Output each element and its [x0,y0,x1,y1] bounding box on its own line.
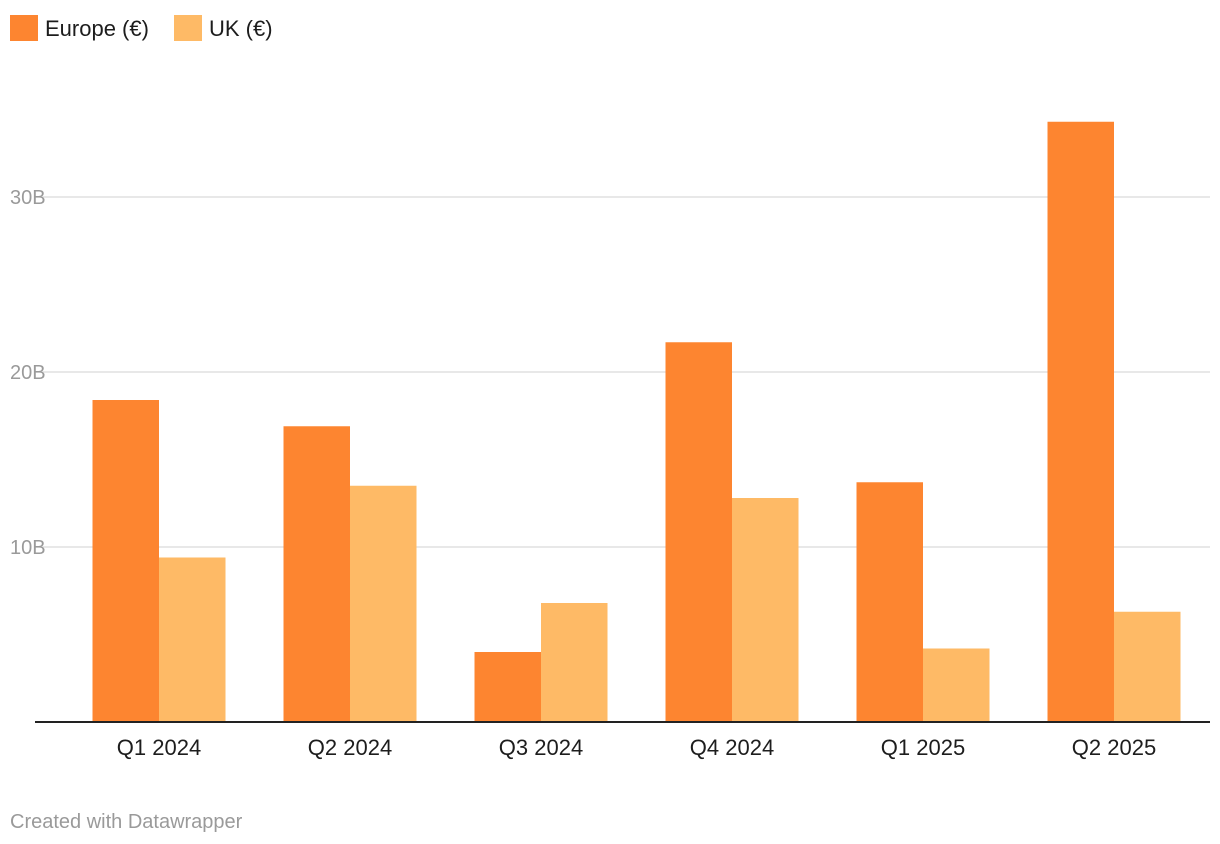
x-tick-label-q1-2025: Q1 2025 [881,735,965,760]
x-tick-label-q2-2024: Q2 2024 [308,735,392,760]
legend-swatch-uk [174,15,202,41]
bar-uk-q2-2024 [350,485,417,722]
bar-europe-q2-2024 [283,426,350,722]
bar-uk-q3-2024 [541,603,608,722]
y-tick-label-20b: 20B [10,362,46,384]
legend-swatch-europe [10,15,38,41]
x-axis-ticks: Q1 2024 Q2 2024 Q3 2024 Q4 2024 Q1 2025 Q2 20… [117,735,1156,760]
x-tick-label-q4-2024: Q4 2024 [690,735,774,760]
footer-credit: Created with Datawrapper [10,811,243,833]
bar-uk-q4-2024 [732,498,799,722]
bar-europe-q1-2024 [92,400,159,722]
y-tick-label-30b: 30B [10,187,46,209]
bar-europe-q4-2024 [665,342,732,722]
legend: Europe (€) UK (€) [10,15,273,41]
bar-europe-q1-2025 [856,482,923,722]
legend-label-europe: Europe (€) [45,16,149,41]
legend-label-uk: UK (€) [209,16,273,41]
y-axis-ticks: 10B 20B 30B [10,187,46,559]
bar-europe-q2-2025 [1047,121,1114,722]
bar-uk-q1-2024 [159,557,226,722]
bar-europe-q3-2024 [474,652,541,722]
x-tick-label-q3-2024: Q3 2024 [499,735,583,760]
bars [92,121,1181,722]
gridlines [35,196,1210,548]
bar-uk-q1-2025 [923,648,990,722]
bar-uk-q2-2025 [1114,611,1181,722]
x-tick-label-q1-2024: Q1 2024 [117,735,201,760]
x-tick-label-q2-2025: Q2 2025 [1072,735,1156,760]
y-tick-label-10b: 10B [10,537,46,559]
